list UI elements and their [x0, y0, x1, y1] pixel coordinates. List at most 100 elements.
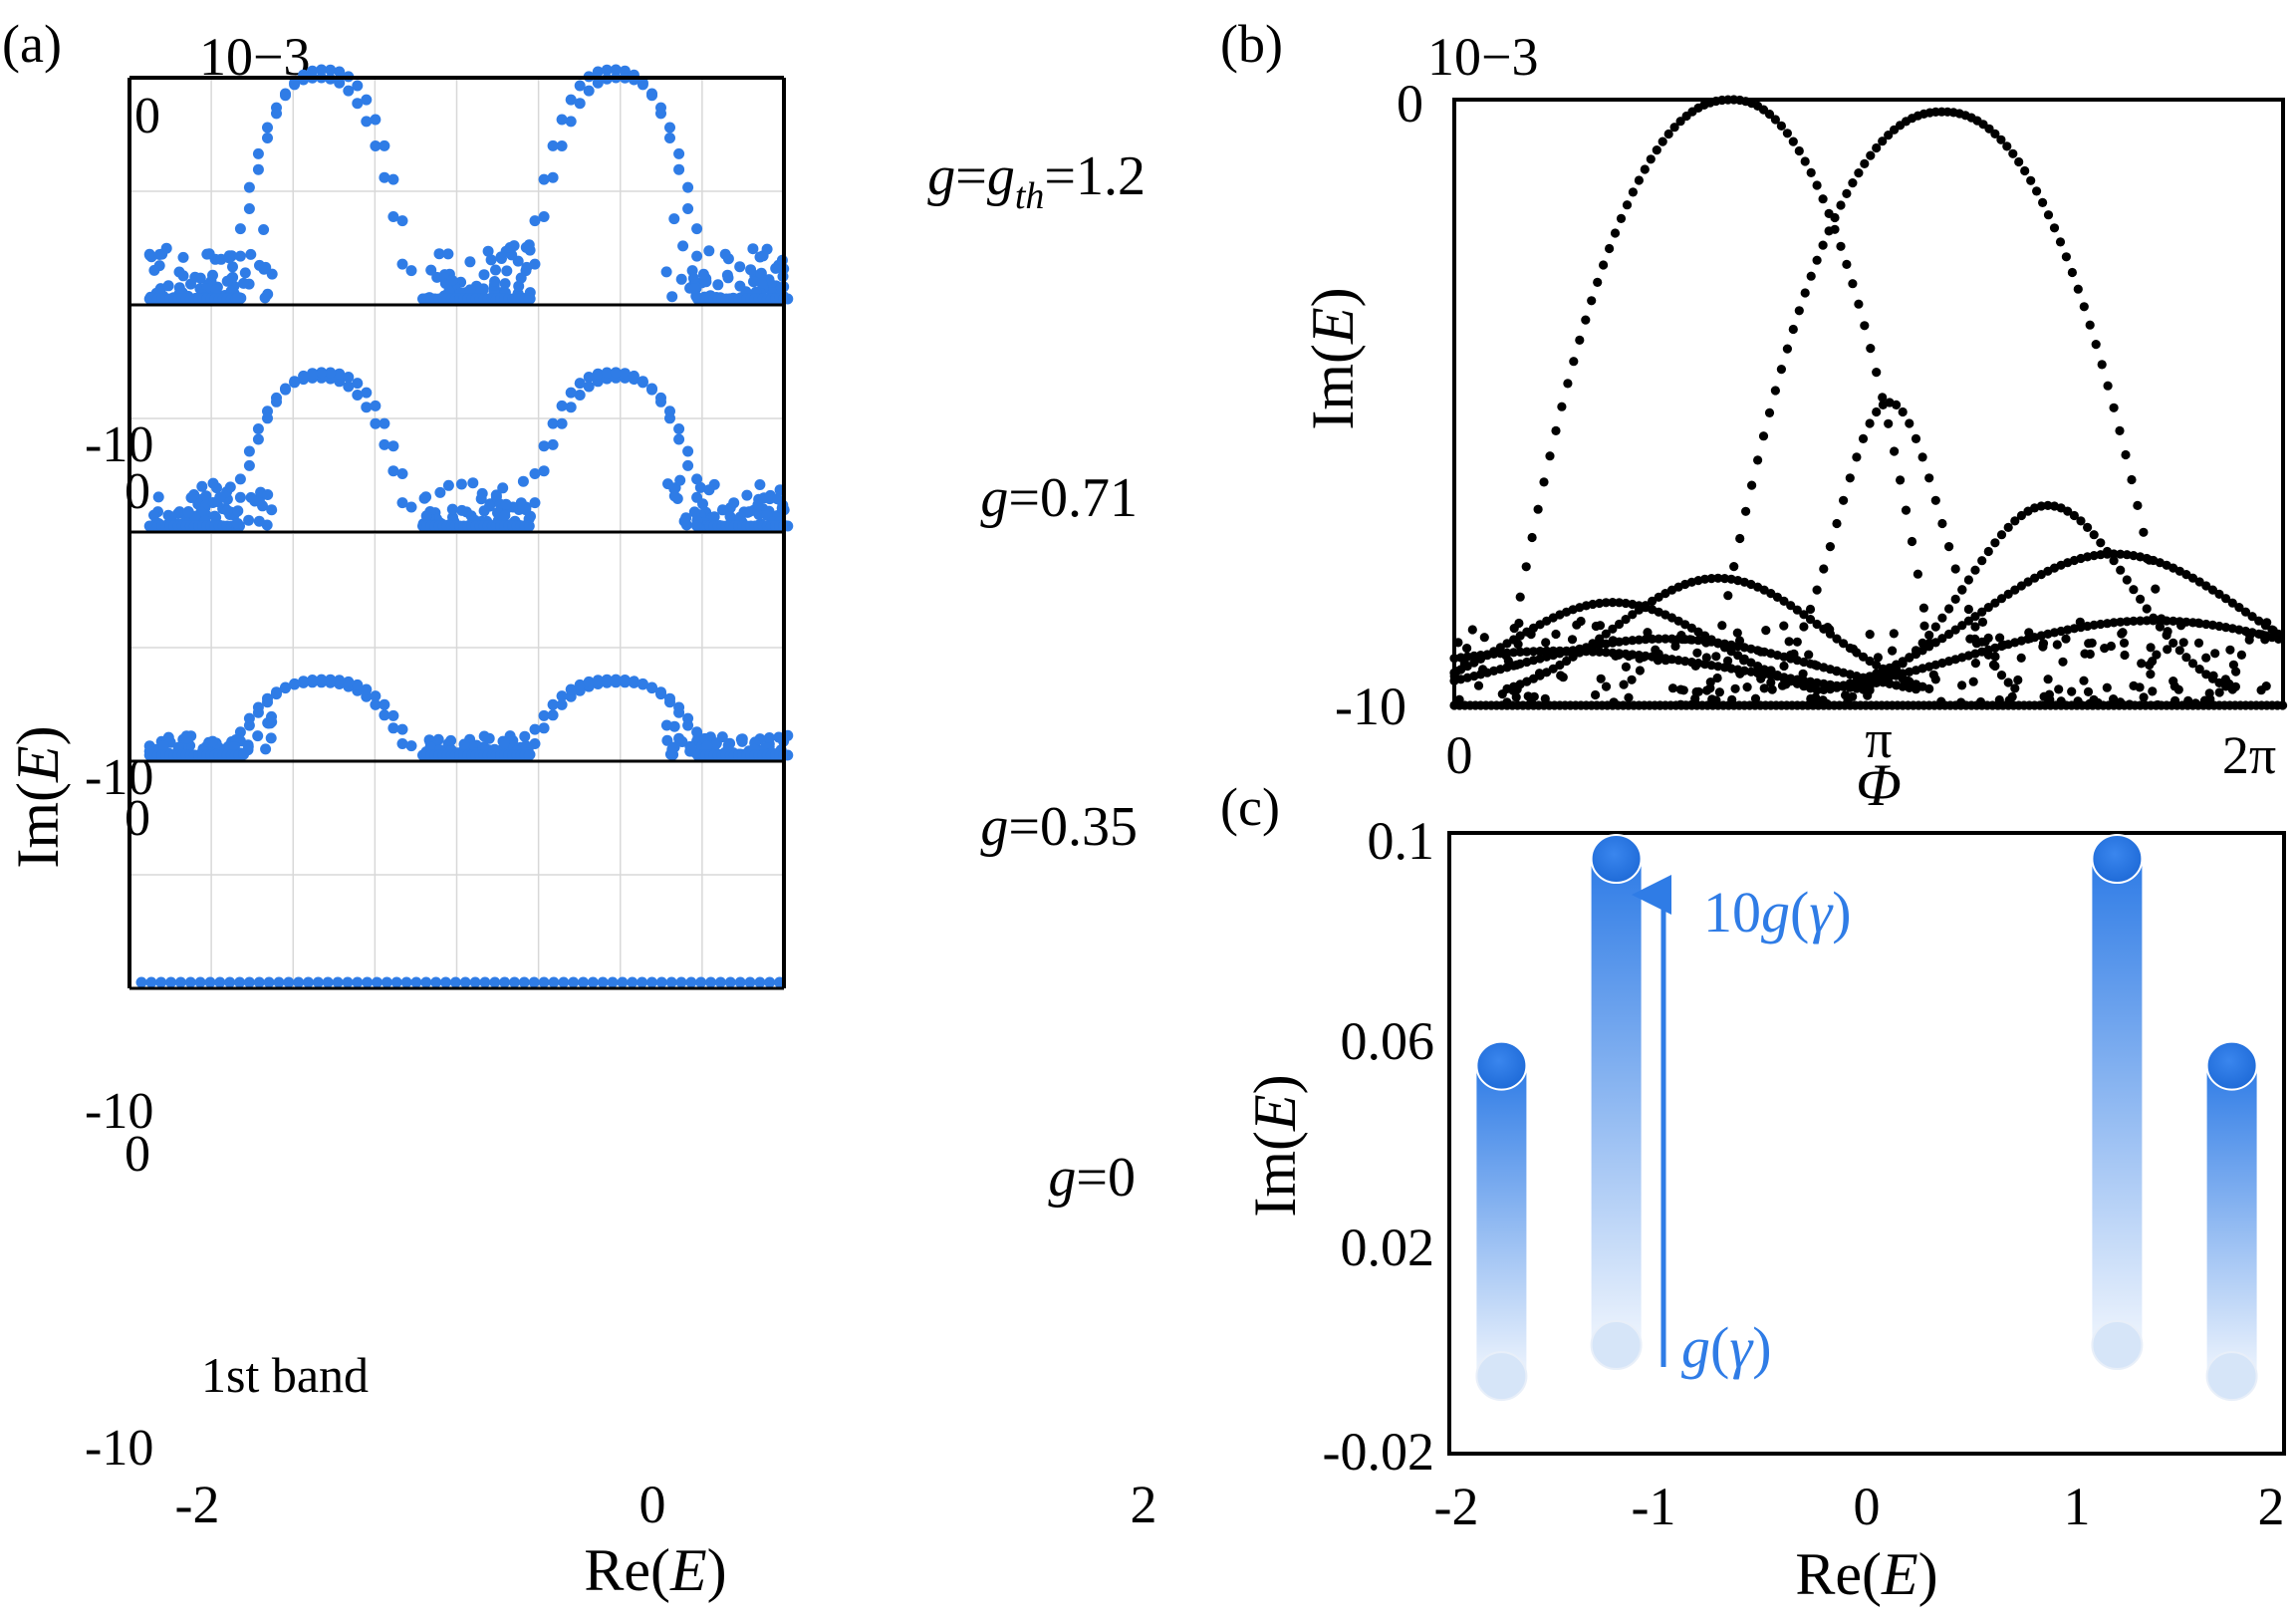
data-point — [1663, 129, 1673, 139]
data-point — [252, 433, 264, 445]
data-point — [1830, 212, 1840, 223]
data-point — [1818, 194, 1828, 204]
data-point — [2102, 549, 2113, 559]
data-point — [1924, 473, 1934, 483]
data-point — [1595, 647, 1605, 658]
data-point — [499, 278, 511, 290]
data-point — [1513, 640, 1523, 650]
data-point — [214, 491, 226, 503]
data-point — [1788, 324, 1798, 335]
data-point — [370, 690, 382, 702]
data-point — [1832, 667, 1842, 677]
data-point — [298, 676, 310, 687]
data-point — [556, 690, 568, 702]
data-point — [1634, 175, 1644, 185]
data-point — [1990, 129, 2000, 138]
data-point — [583, 85, 595, 97]
data-point — [1892, 400, 1902, 409]
data-point — [464, 284, 476, 296]
data-point — [637, 677, 648, 689]
data-point — [1792, 637, 1802, 647]
data-point — [396, 468, 408, 479]
data-point — [1534, 669, 1545, 678]
data-point — [1648, 634, 1658, 645]
data-point — [1872, 660, 1882, 671]
data-point — [1839, 639, 1849, 649]
data-point — [280, 682, 291, 694]
data-point — [245, 248, 257, 260]
data-point — [1823, 623, 1833, 633]
data-point — [668, 213, 680, 225]
data-point — [1587, 296, 1597, 306]
data-point — [2148, 686, 2158, 696]
data-point — [1753, 455, 1763, 465]
data-point — [252, 423, 264, 434]
data-point — [224, 976, 236, 988]
data-point — [1854, 168, 1864, 178]
data-point — [1990, 652, 2000, 662]
data-point — [519, 730, 531, 742]
data-point — [2155, 616, 2165, 626]
data-point — [1858, 652, 1869, 662]
data-point — [148, 264, 160, 276]
a-xtick-0: 0 — [639, 1475, 666, 1534]
data-point — [1848, 691, 1858, 701]
data-point — [745, 264, 757, 276]
data-point — [2119, 638, 2130, 649]
data-point — [307, 368, 319, 380]
data-point — [695, 976, 707, 988]
data-point — [343, 372, 355, 383]
data-point — [597, 976, 609, 988]
data-point — [262, 122, 273, 134]
data-point — [1990, 538, 2000, 548]
data-point — [1841, 690, 1851, 700]
data-point — [352, 976, 364, 988]
data-point — [1758, 431, 1769, 441]
data-point — [1595, 621, 1606, 631]
data-point — [1734, 636, 1745, 646]
data-point — [583, 372, 595, 383]
data-point — [1658, 136, 1667, 146]
c-xtick-0: 0 — [1854, 1477, 1881, 1536]
data-point — [2120, 650, 2130, 661]
data-point — [664, 412, 675, 424]
data-point — [2210, 649, 2220, 659]
data-point — [2168, 638, 2178, 649]
data-point — [705, 976, 717, 988]
data-point — [1551, 425, 1561, 435]
data-point — [262, 696, 273, 708]
data-point — [379, 171, 390, 183]
data-point — [538, 722, 550, 734]
bar-top-cap — [1475, 1040, 1528, 1091]
data-point — [1977, 607, 1987, 617]
data-point — [370, 140, 382, 151]
data-point — [734, 261, 746, 273]
data-point — [1884, 418, 1894, 428]
data-point — [1648, 596, 1658, 607]
data-point — [258, 224, 270, 235]
data-point — [180, 732, 192, 744]
data-point — [1512, 660, 1522, 671]
data-point — [1905, 418, 1914, 428]
data-point — [2261, 681, 2271, 691]
panel-c-ylabel: Im(E) — [1242, 1074, 1308, 1217]
data-point — [763, 732, 775, 743]
data-point — [685, 742, 697, 754]
data-point — [2079, 676, 2089, 685]
data-point — [2067, 686, 2077, 696]
data-point — [1878, 136, 1888, 146]
data-point — [2225, 645, 2235, 655]
data-point — [1957, 621, 1967, 631]
data-point — [601, 64, 613, 76]
data-point — [646, 976, 657, 988]
data-point — [538, 440, 550, 452]
data-point — [1515, 647, 1525, 658]
data-point — [214, 976, 226, 988]
data-point — [469, 976, 481, 988]
data-point — [2016, 581, 2026, 591]
data-point — [224, 481, 236, 493]
data-point — [1555, 660, 1565, 671]
data-point — [1782, 344, 1792, 354]
data-point — [2043, 500, 2053, 510]
data-point — [2142, 616, 2152, 626]
